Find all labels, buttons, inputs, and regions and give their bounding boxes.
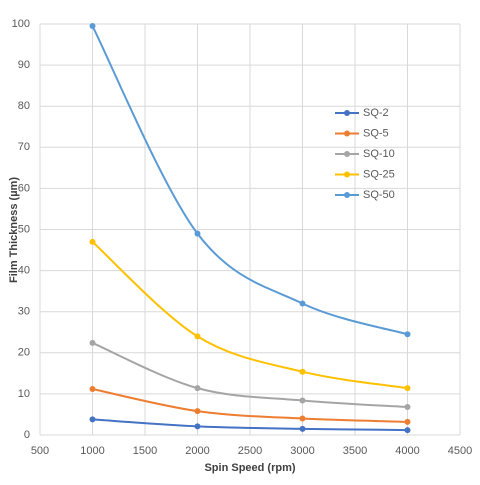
x-tick-label: 500 xyxy=(31,445,49,457)
y-tick-label: 50 xyxy=(18,223,30,235)
legend: SQ-2 SQ-5 SQ-10 SQ-25 SQ-50 xyxy=(335,107,395,201)
data-point xyxy=(299,300,306,307)
x-tick-label: 1000 xyxy=(80,445,104,457)
data-point xyxy=(404,331,411,338)
legend-label: SQ-25 xyxy=(363,168,395,180)
data-point xyxy=(404,427,411,434)
x-tick-label: 2500 xyxy=(238,445,262,457)
x-tick-label: 3500 xyxy=(343,445,367,457)
y-tick-label: 10 xyxy=(18,388,30,400)
data-point xyxy=(299,397,306,404)
data-point xyxy=(89,385,96,392)
y-tick-label: 30 xyxy=(18,306,30,318)
x-tick-label: 4000 xyxy=(395,445,419,457)
series-line xyxy=(92,342,408,409)
legend-marker xyxy=(344,151,350,157)
x-tick-label: 3000 xyxy=(290,445,314,457)
y-axis-title: Film Thickness (µm) xyxy=(8,177,20,283)
x-axis-title: Spin Speed (rpm) xyxy=(204,462,295,474)
y-tick-label: 60 xyxy=(18,182,30,194)
series-line xyxy=(92,387,408,423)
x-tick-label: 1500 xyxy=(133,445,157,457)
legend-marker xyxy=(344,130,350,137)
y-tick-label: 0 xyxy=(24,429,30,441)
y-tick-label: 40 xyxy=(18,265,30,277)
data-point xyxy=(404,418,411,425)
y-tick-label: 80 xyxy=(18,100,30,112)
data-point xyxy=(194,423,201,430)
data-point xyxy=(194,385,201,392)
legend-label: SQ-10 xyxy=(363,148,395,160)
data-point xyxy=(89,238,96,245)
data-point xyxy=(89,416,96,423)
data-point xyxy=(89,339,96,346)
legend-marker xyxy=(344,110,350,116)
series-line xyxy=(91,241,408,390)
y-tick-label: 100 xyxy=(12,18,30,30)
y-tick-label: 70 xyxy=(18,141,30,153)
x-tick-label: 2000 xyxy=(185,445,209,457)
x-tick-label: 4500 xyxy=(448,445,472,457)
data-point xyxy=(194,333,201,340)
data-point xyxy=(299,368,306,375)
data-point xyxy=(194,230,201,237)
legend-label: SQ-5 xyxy=(363,127,389,139)
series-line xyxy=(91,25,408,336)
legend-label: SQ-2 xyxy=(363,107,389,119)
y-tick-label: 20 xyxy=(18,347,30,359)
data-point xyxy=(194,408,201,415)
data-point xyxy=(404,385,411,392)
series-line xyxy=(92,418,408,432)
legend-marker xyxy=(344,192,350,198)
y-tick-label: 90 xyxy=(18,59,30,71)
data-point xyxy=(89,23,96,30)
data-point xyxy=(299,425,306,432)
data-point xyxy=(404,404,411,411)
data-point xyxy=(299,415,306,422)
legend-marker xyxy=(344,171,350,178)
legend-label: SQ-50 xyxy=(363,189,395,201)
